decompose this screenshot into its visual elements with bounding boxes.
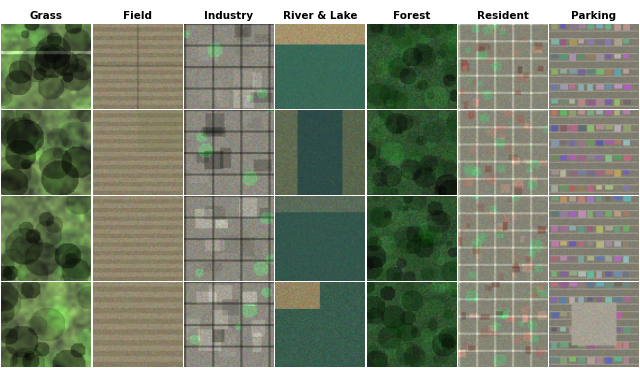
Text: Grass: Grass bbox=[29, 11, 63, 21]
Text: Field: Field bbox=[123, 11, 152, 21]
Text: River & Lake: River & Lake bbox=[283, 11, 357, 21]
Text: Forest: Forest bbox=[393, 11, 430, 21]
Text: Resident: Resident bbox=[477, 11, 529, 21]
Text: Industry: Industry bbox=[204, 11, 253, 21]
Text: Parking: Parking bbox=[572, 11, 616, 21]
